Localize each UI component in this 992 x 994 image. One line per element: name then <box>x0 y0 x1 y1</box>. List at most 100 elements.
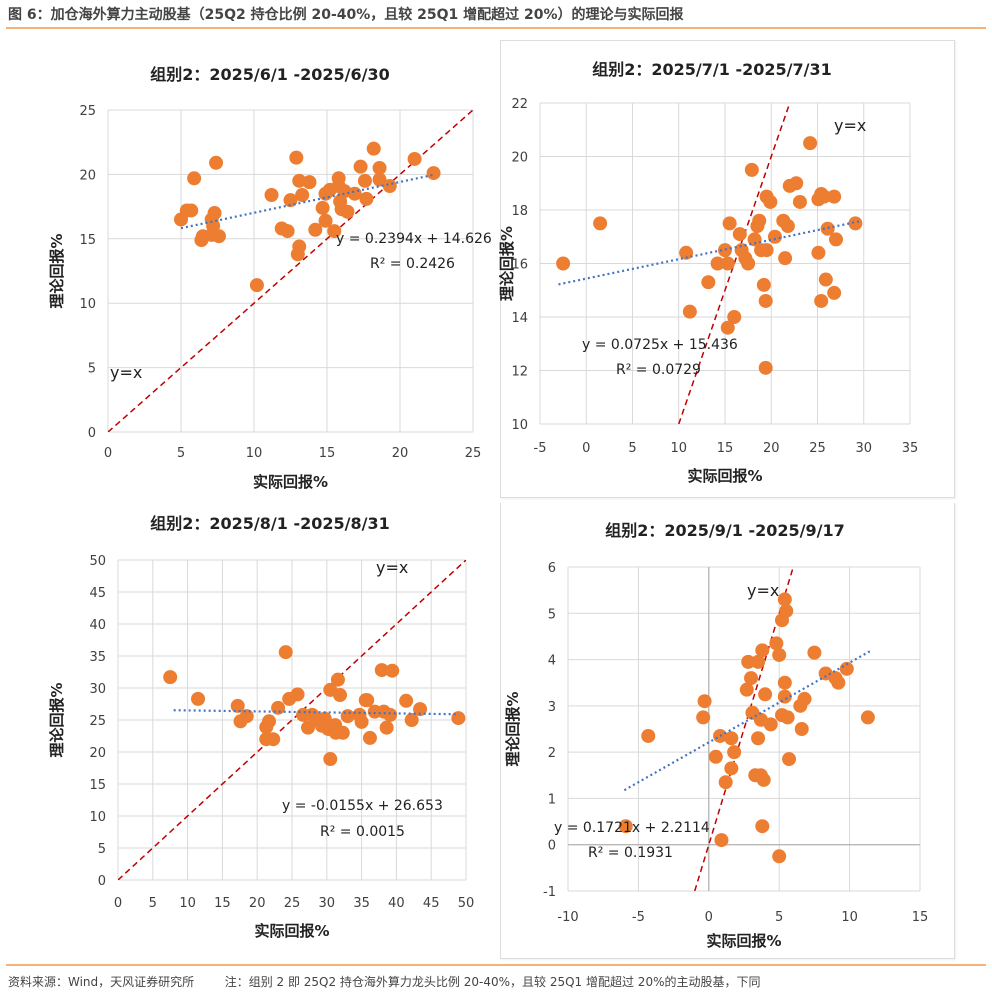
x-tick-label: 5 <box>628 441 636 456</box>
x-tick-label: 20 <box>763 441 780 456</box>
x-tick-label: 50 <box>458 896 475 911</box>
data-point <box>359 191 374 206</box>
data-point <box>404 713 419 727</box>
data-point <box>209 155 224 170</box>
y-axis-label: 理论回报% <box>504 691 522 766</box>
data-point <box>593 216 608 231</box>
figure-title: 图 6：加仓海外算力主动股基（25Q2 持仓比例 20-40%，且较 25Q1 … <box>8 7 684 23</box>
y-tick-label: 20 <box>511 151 528 166</box>
data-point <box>187 171 202 186</box>
data-point <box>794 722 809 736</box>
data-point <box>333 688 348 703</box>
y-tick-label: 2 <box>548 746 556 761</box>
chart-panel-4-frame <box>500 503 955 959</box>
data-point <box>789 176 804 191</box>
data-point <box>301 720 316 735</box>
data-point <box>792 194 807 209</box>
data-point <box>714 833 729 848</box>
y-tick-label: 1 <box>548 792 556 807</box>
data-point <box>696 710 711 725</box>
data-point <box>357 173 372 188</box>
data-point <box>682 304 697 319</box>
data-point <box>769 636 784 651</box>
data-point <box>372 172 387 187</box>
data-point <box>308 222 323 237</box>
data-point <box>278 645 293 660</box>
scatter-chart-3: 0 5 10 15 20 25 30 35 40 45 50 0 5 10 15 20 25 30 35 40 45 50… <box>48 514 474 940</box>
x-tick-label: 5 <box>775 910 783 925</box>
y-axis-label: 理论回报% <box>498 226 516 301</box>
data-point <box>618 819 633 834</box>
y-tick-label: 10 <box>89 810 106 825</box>
data-point <box>335 725 350 740</box>
data-point <box>829 232 843 247</box>
x-tick-label: -5 <box>632 910 645 925</box>
data-point <box>741 654 756 669</box>
data-point <box>290 247 305 262</box>
data-point <box>797 691 812 706</box>
r-squared-label: R² = 0.2426 <box>370 256 455 272</box>
data-point <box>718 243 732 258</box>
data-point <box>262 714 277 729</box>
data-point <box>827 285 842 300</box>
data-point <box>295 188 310 203</box>
data-point <box>318 213 333 228</box>
data-point <box>751 654 766 669</box>
data-point <box>374 663 389 678</box>
y-tick-label: 0 <box>88 426 96 441</box>
data-point <box>720 320 735 335</box>
scatter-chart-2: -5 0 5 10 15 20 25 30 35 10 12 14 16 18 20 22 组别2：2025/7… <box>498 60 918 485</box>
y-tick-label: 5 <box>88 362 96 377</box>
y-tick-label: 6 <box>548 561 556 576</box>
data-point <box>315 200 330 215</box>
x-tick-label: 10 <box>179 896 196 911</box>
chart-title: 组别2：2025/7/1 -2025/7/31 <box>592 60 831 79</box>
data-point <box>818 272 833 287</box>
identity-label: y=x <box>110 363 142 382</box>
chart-title: 组别2：2025/9/1 -2025/9/17 <box>605 521 844 540</box>
trend-line <box>558 220 860 286</box>
y-tick-label: 25 <box>89 714 106 729</box>
data-point <box>280 224 295 239</box>
data-point <box>807 645 822 660</box>
data-point <box>290 687 305 702</box>
y-tick-label: 0 <box>548 839 556 854</box>
trend-equation: y = 0.0725x + 15.436 <box>582 337 738 353</box>
data-point <box>710 256 725 271</box>
y-tick-label: 40 <box>89 618 106 633</box>
data-point <box>732 227 747 242</box>
data-point <box>360 693 375 708</box>
data-point <box>751 731 766 746</box>
chart-panel-2-frame <box>500 40 955 498</box>
data-point <box>758 687 773 702</box>
x-tick-label: 15 <box>319 446 336 461</box>
x-tick-label: 35 <box>353 896 370 911</box>
y-tick-label: 35 <box>89 650 106 665</box>
data-point <box>407 151 422 166</box>
data-point <box>372 160 387 175</box>
x-tick-label: 35 <box>902 441 919 456</box>
x-tick-label: 0 <box>114 896 122 911</box>
r-squared-label: R² = 0.0729 <box>616 362 701 378</box>
data-point <box>302 175 317 190</box>
data-point <box>249 278 264 293</box>
x-tick-label: 40 <box>388 896 405 911</box>
y-tick-label: 4 <box>548 654 556 669</box>
data-point <box>354 714 369 729</box>
data-point <box>679 245 694 260</box>
data-point <box>755 819 770 834</box>
data-point <box>756 772 771 787</box>
x-tick-label: 20 <box>249 896 266 911</box>
data-point <box>755 643 770 658</box>
data-point <box>803 136 818 151</box>
scatter-chart-1: 0 5 10 15 20 25 0 5 10 15 20 25 组别2：2025/6/1 -2025/6… <box>48 65 492 491</box>
data-point <box>697 694 712 709</box>
data-point <box>191 691 206 706</box>
data-point <box>701 275 716 290</box>
y-axis-label: 理论回报% <box>48 682 66 757</box>
data-point <box>271 700 286 715</box>
data-point <box>778 251 793 266</box>
data-point <box>758 293 773 308</box>
x-tick-label: 0 <box>582 441 590 456</box>
footer-rule <box>6 964 986 966</box>
